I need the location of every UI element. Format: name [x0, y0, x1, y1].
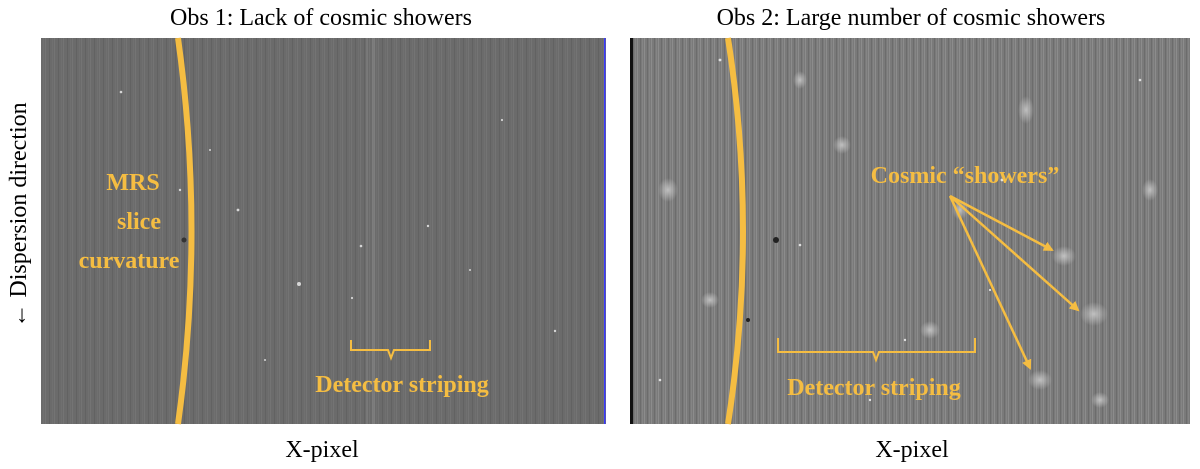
panel-2-striping-label: Detector striping — [787, 375, 961, 401]
panel-1-image — [41, 37, 606, 425]
panel-2-x-label: X-pixel — [875, 437, 949, 463]
panel-1-title: Obs 1: Lack of cosmic showers — [170, 5, 472, 31]
panel-2-cosmic-blobs — [658, 71, 1158, 408]
panel-2-cosmic-label: Cosmic “showers” — [871, 163, 1060, 189]
slice-label-line-1: MRS — [106, 170, 159, 196]
slice-label-line-2: slice — [117, 209, 161, 235]
panel-2-title: Obs 2: Large number of cosmic showers — [717, 5, 1106, 31]
panel-1-hot-pixels — [119, 90, 557, 361]
panel-2-cosmic-arrows — [948, 194, 1080, 370]
panel-2-hot-pixels — [658, 58, 1142, 402]
arrow-1 — [949, 194, 1054, 252]
panel-1-striping-label: Detector striping — [315, 372, 489, 398]
panel-1-slice-label: MRS slice curvature — [79, 170, 180, 274]
panel-2-image — [630, 37, 1190, 425]
y-axis-label: ← Dispersion direction — [6, 102, 32, 327]
arrow-2 — [949, 195, 1080, 312]
panel-1-x-label: X-pixel — [285, 437, 359, 463]
panel-2-slice-curve — [725, 37, 746, 425]
slice-label-line-3: curvature — [79, 248, 180, 274]
panel-1-striping-brace — [350, 340, 431, 361]
arrow-3 — [948, 195, 1032, 370]
panel-2-striping-brace — [777, 338, 976, 363]
panel-1-slice-curve — [175, 37, 195, 425]
